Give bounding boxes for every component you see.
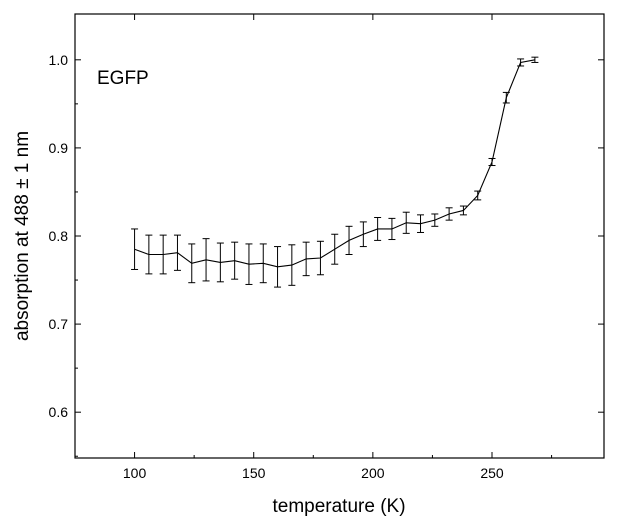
- x-tick-label: 250: [480, 465, 504, 481]
- error-bar: [459, 205, 467, 216]
- y-tick-label: 0.6: [49, 404, 69, 420]
- error-bar: [245, 243, 253, 285]
- error-bar: [302, 241, 310, 277]
- error-bar: [188, 243, 196, 284]
- error-bar: [502, 91, 510, 104]
- plot-frame: [74, 13, 605, 459]
- x-tick-label: 150: [242, 465, 266, 481]
- data-layer: [131, 56, 539, 288]
- error-bar: [402, 211, 410, 234]
- error-bar: [431, 213, 439, 227]
- error-bar: [274, 246, 282, 288]
- x-tick-label: 200: [361, 465, 385, 481]
- y-tick-label: 0.9: [49, 140, 69, 156]
- y-axis: 0.6 0.7 0.8 0.9 1.0: [49, 52, 604, 457]
- x-axis-title: temperature (K): [272, 496, 405, 517]
- x-tick-label: 100: [123, 465, 147, 481]
- error-bar: [517, 58, 525, 67]
- y-axis-title: absorption at 488 ± 1 nm: [12, 131, 33, 341]
- error-bar: [417, 214, 425, 233]
- y-tick-label: 1.0: [49, 52, 69, 68]
- error-bar: [445, 207, 453, 221]
- x-axis: 100 150 200 250: [74, 14, 553, 481]
- error-bar: [474, 190, 482, 201]
- y-tick-label: 0.8: [49, 228, 69, 244]
- error-bar: [231, 241, 239, 280]
- error-bar: [216, 242, 224, 283]
- error-bar: [159, 234, 167, 275]
- error-bar: [259, 243, 267, 284]
- error-bar: [145, 234, 153, 275]
- error-bar: [374, 217, 382, 241]
- error-bar: [359, 221, 367, 248]
- error-bar: [316, 240, 324, 276]
- error-bar: [388, 217, 396, 241]
- annotation-label: EGFP: [97, 68, 149, 89]
- error-bar: [131, 228, 139, 270]
- y-tick-label: 0.7: [49, 316, 69, 332]
- plot-border: [74, 13, 605, 459]
- error-bar: [488, 157, 496, 167]
- error-bar: [173, 234, 181, 271]
- error-bar: [288, 244, 296, 286]
- error-bar: [345, 225, 353, 255]
- error-bar: [331, 233, 339, 265]
- error-bar: [202, 238, 210, 282]
- error-bar: [531, 56, 539, 63]
